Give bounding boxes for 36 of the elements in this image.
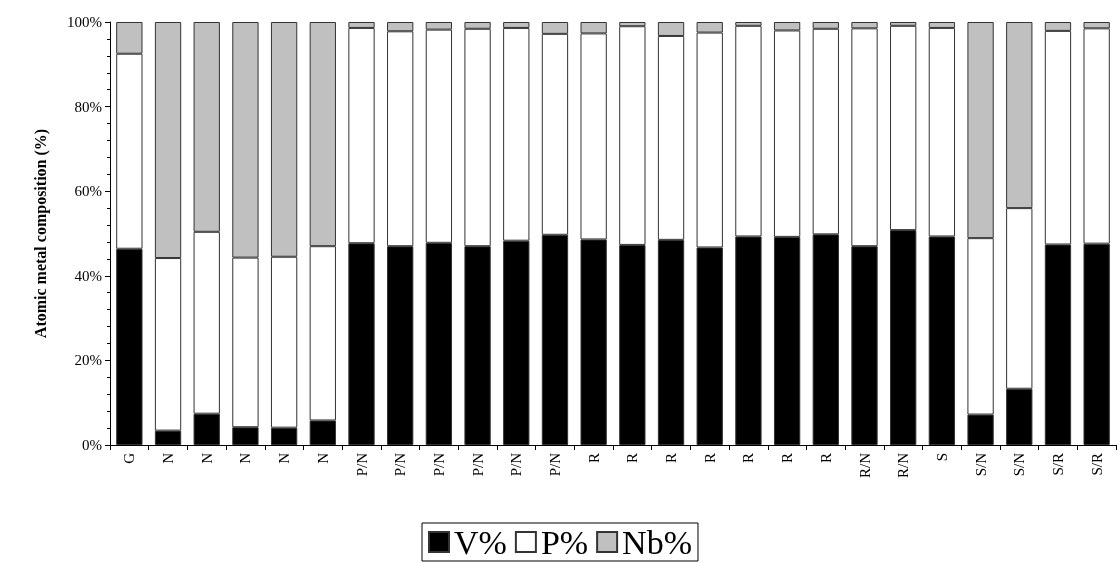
x-tick-label: R — [624, 453, 641, 464]
x-tick-label: N — [237, 452, 254, 464]
y-tick-label: 80% — [74, 98, 102, 115]
x-tick-label: R — [740, 453, 757, 464]
y-tick-label: 60% — [74, 183, 102, 200]
x-tick-label: S/N — [972, 452, 989, 477]
x-tick-label: R — [663, 453, 680, 464]
y-tick-label: 40% — [74, 267, 102, 284]
x-tick-label: R/N — [856, 452, 873, 479]
x-tick-label: N — [198, 452, 215, 464]
x-tick-label: P/N — [430, 452, 447, 477]
x-tick-label: R — [701, 453, 718, 464]
y-tick-label: 0% — [82, 437, 102, 453]
y-tick-label: 20% — [74, 352, 102, 369]
x-tick-label: P/N — [353, 452, 370, 477]
x-tick-label: P/N — [392, 452, 409, 477]
x-tick-label: P/N — [469, 452, 486, 477]
y-tick-label: 100% — [67, 14, 102, 30]
x-tick-label: P/N — [508, 452, 525, 477]
y-axis-title: Atomic metal composition (%) — [31, 128, 50, 339]
x-tick-label: R/N — [895, 452, 912, 479]
x-tick-label: S/R — [1049, 453, 1066, 476]
x-tick-label: N — [160, 452, 177, 464]
x-tick-label: S — [933, 453, 950, 462]
x-tick-label: R — [817, 453, 834, 464]
x-tick-label: R — [585, 453, 602, 464]
legend-label: V% — [454, 523, 507, 561]
x-tick-label: P/N — [546, 452, 563, 477]
legend-label: Nb% — [622, 523, 693, 561]
legend-label: P% — [540, 523, 589, 561]
x-tick-label: S/R — [1088, 453, 1105, 476]
x-tick-label: G — [121, 452, 138, 464]
x-tick-label: N — [314, 452, 331, 464]
x-tick-label: R — [779, 453, 796, 464]
x-tick-label: N — [276, 452, 293, 464]
x-tick-label: S/N — [1011, 452, 1028, 477]
